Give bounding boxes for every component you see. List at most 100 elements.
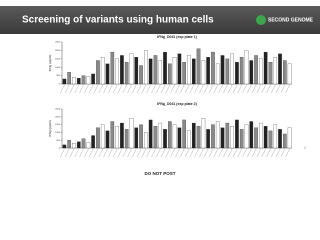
bar <box>230 126 234 149</box>
x-tick-label-placeholder <box>165 84 170 94</box>
x-tick-label-placeholder <box>127 148 132 158</box>
x-tick-label-placeholder <box>247 84 252 94</box>
x-tick-label-placeholder <box>65 148 70 158</box>
x-tick-label-placeholder <box>88 148 94 158</box>
bar <box>124 62 129 85</box>
x-tick-label-placeholder <box>60 84 65 94</box>
bar <box>129 53 134 85</box>
bar <box>263 126 268 149</box>
bar <box>76 141 81 149</box>
x-tick-label-placeholder <box>275 148 281 158</box>
bar <box>244 124 249 149</box>
x-tick-label-placeholder <box>194 84 199 94</box>
bar <box>91 135 95 149</box>
x-tick-label-placeholder <box>141 148 147 158</box>
bar <box>81 75 86 85</box>
x-tick-label-placeholder <box>189 84 194 94</box>
y-tick-label: 1000 <box>55 67 61 69</box>
bar <box>153 55 158 85</box>
x-tick-label-placeholder <box>127 84 132 94</box>
logo-icon <box>256 15 266 25</box>
bar <box>134 56 139 85</box>
x-tick-label-placeholder <box>232 148 238 158</box>
bar <box>96 60 100 85</box>
bar <box>254 127 258 149</box>
x-tick-label-placeholder <box>69 84 75 94</box>
y-tick-label: 2000 <box>55 116 61 118</box>
x-tick-label-placeholder <box>93 84 99 94</box>
y-axis-label: IFNg (pg/ml) <box>48 120 52 137</box>
bar <box>110 121 115 149</box>
x-tick-label-placeholder <box>261 84 266 94</box>
x-tick-label-placeholder <box>271 148 276 158</box>
bar <box>76 77 81 85</box>
x-tick-label-placeholder <box>108 148 113 158</box>
x-tick-label-placeholder <box>285 148 290 158</box>
x-tick-label-placeholder <box>74 148 79 158</box>
bar <box>235 62 239 85</box>
x-tick-label-placeholder <box>247 148 252 158</box>
bar <box>259 58 263 85</box>
slide: Screening of variants using human cells … <box>0 6 320 177</box>
bar <box>148 119 153 149</box>
slide-title: Screening of variants using human cells <box>22 15 214 26</box>
x-tick-label-placeholder <box>98 148 103 158</box>
bar <box>72 77 76 85</box>
y-tick-label: 0 <box>59 84 61 86</box>
bar <box>220 55 225 85</box>
y-tick-label: 0 <box>59 148 61 150</box>
bar <box>120 55 124 85</box>
x-tick-label-placeholder <box>170 148 175 158</box>
bar <box>254 55 258 85</box>
x-tick-label-placeholder <box>237 148 242 158</box>
x-tick-label-placeholder <box>218 84 223 94</box>
x-tick-label-placeholder <box>103 148 108 158</box>
header-bar <box>0 6 320 34</box>
bar <box>263 51 268 85</box>
x-tick-label-placeholder <box>199 84 204 94</box>
x-tick-label-placeholder <box>223 148 228 158</box>
bar <box>278 129 282 149</box>
bar <box>191 122 196 149</box>
x-tick-label-placeholder <box>74 84 79 94</box>
x-tick-label-placeholder <box>237 84 242 94</box>
bar <box>105 130 110 149</box>
x-tick-label-placeholder <box>122 84 127 94</box>
x-tick-label-placeholder <box>285 84 290 94</box>
x-tick-label-placeholder <box>242 84 247 94</box>
chart-title: IFNg_D031 (exp plate 1) <box>157 35 196 39</box>
bar <box>225 122 230 149</box>
bar <box>220 127 225 149</box>
bar <box>268 130 273 149</box>
y-tick-label: 2500 <box>55 109 61 111</box>
page-number: 1 <box>304 145 307 150</box>
x-tick-label-placeholder <box>184 84 190 94</box>
bar <box>163 51 167 85</box>
bar <box>273 56 278 85</box>
x-tick-label-placeholder <box>175 148 180 158</box>
x-tick-label-placeholder <box>256 148 262 158</box>
x-tick-label-placeholder <box>189 148 194 158</box>
x-tick-label-placeholder <box>79 84 84 94</box>
bar <box>158 122 163 149</box>
bar <box>148 58 153 85</box>
x-tick-label-placeholder <box>170 84 175 94</box>
bar <box>158 60 163 85</box>
bar <box>206 56 210 85</box>
x-tick-label-placeholder <box>280 84 285 94</box>
x-tick-label-placeholder <box>242 148 247 158</box>
bar <box>100 56 105 85</box>
bar <box>153 126 158 149</box>
x-tick-label-placeholder <box>280 148 285 158</box>
bar <box>86 76 91 85</box>
y-tick-label: 1000 <box>55 132 61 134</box>
x-tick-label-placeholder <box>69 148 75 158</box>
bar <box>239 129 244 149</box>
x-tick-label-placeholder <box>60 148 65 158</box>
bar <box>196 126 201 149</box>
bar <box>177 127 182 149</box>
bar <box>235 119 239 149</box>
x-tick-label-placeholder <box>271 84 276 94</box>
x-tick-label-placeholder <box>203 84 209 94</box>
x-tick-label-placeholder <box>146 84 151 94</box>
